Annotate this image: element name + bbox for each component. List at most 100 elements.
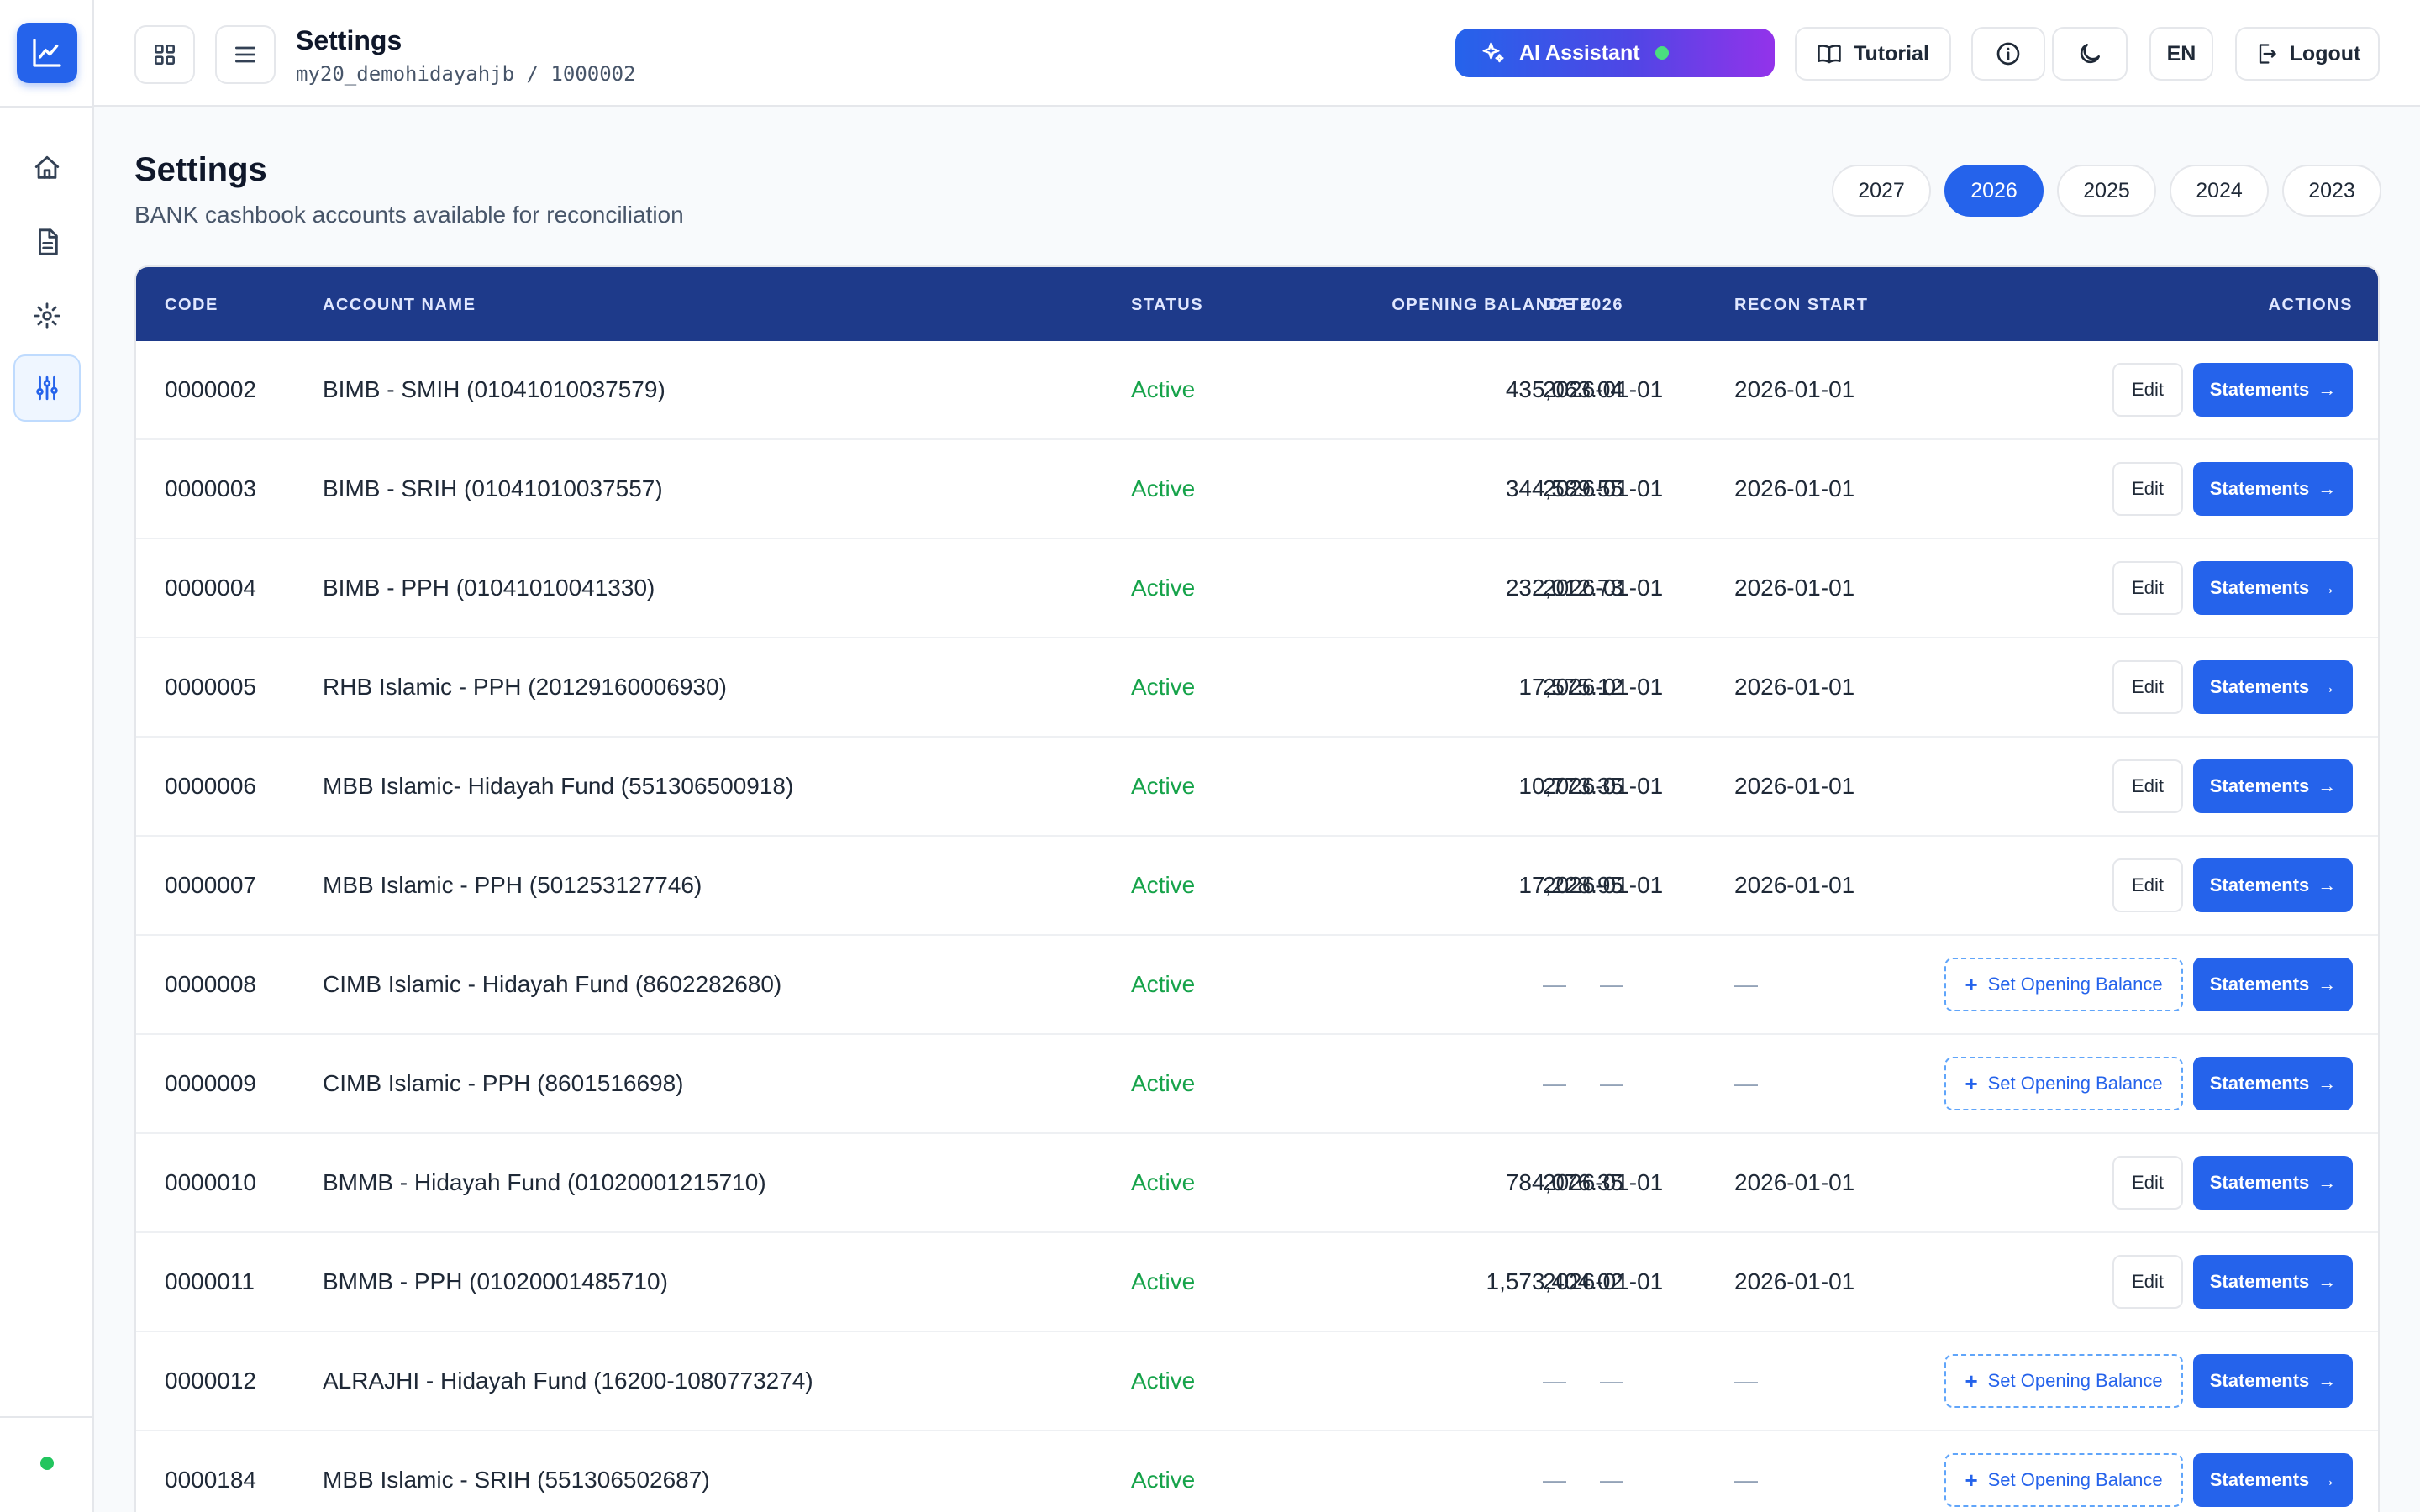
- statements-button[interactable]: Statements →: [2193, 1354, 2353, 1408]
- statements-button[interactable]: Statements →: [2193, 660, 2353, 714]
- top-header: Settings my20_demohidayahjb / 1000002 AI…: [94, 0, 2420, 107]
- tutorial-label: Tutorial: [1854, 41, 1929, 66]
- status-badge: Active: [1131, 1169, 1196, 1195]
- arrow-right-icon: →: [2317, 775, 2337, 796]
- edit-button[interactable]: Edit: [2112, 759, 2183, 813]
- opening-balance: 784,076.35: [1505, 1169, 1623, 1195]
- balance-date: 2026-01-01: [1543, 773, 1664, 799]
- ai-assistant-button[interactable]: AI Assistant: [1455, 29, 1775, 77]
- statements-label: Statements: [2209, 577, 2310, 598]
- account-code: 0000006: [165, 773, 257, 799]
- grid-icon: [155, 44, 175, 65]
- table-header: CODE ACCOUNT NAME STATUS OPENING BALANCE…: [136, 267, 2378, 341]
- balance-date: —: [1543, 1070, 1566, 1096]
- edit-button[interactable]: Edit: [2112, 561, 2183, 615]
- app-logo[interactable]: [17, 23, 77, 83]
- status-badge: Active: [1131, 872, 1196, 898]
- accounts-table: CODE ACCOUNT NAME STATUS OPENING BALANCE…: [134, 265, 2380, 1512]
- edit-button[interactable]: Edit: [2112, 462, 2183, 516]
- apps-grid-button[interactable]: [134, 25, 195, 84]
- arrow-right-icon: →: [2317, 1271, 2337, 1292]
- status-badge: Active: [1131, 1070, 1196, 1096]
- account-name: BMMB - Hidayah Fund (01020001215710): [323, 1169, 766, 1195]
- set-opening-balance-button[interactable]: + Set Opening Balance: [1944, 1453, 2183, 1507]
- language-switch[interactable]: EN: [2149, 27, 2213, 81]
- recon-start-date: 2026-01-01: [1734, 475, 1855, 501]
- tutorial-button[interactable]: Tutorial: [1795, 27, 1951, 81]
- edit-button[interactable]: Edit: [2112, 858, 2183, 912]
- home-icon: [34, 155, 60, 179]
- statements-button[interactable]: Statements →: [2193, 561, 2353, 615]
- account-name: MBB Islamic - PPH (501253127746): [323, 872, 702, 898]
- statements-button[interactable]: Statements →: [2193, 462, 2353, 516]
- status-badge: Active: [1131, 475, 1196, 501]
- opening-balance: —: [1600, 1070, 1623, 1096]
- status-badge: Active: [1131, 1467, 1196, 1493]
- year-option-2027[interactable]: 2027: [1832, 165, 1931, 217]
- sidebar-item-settings[interactable]: [13, 282, 81, 349]
- menu-toggle-button[interactable]: [215, 25, 276, 84]
- account-code: 0000007: [165, 872, 257, 898]
- book-icon: [1818, 45, 1841, 64]
- arrow-right-icon: →: [2317, 478, 2337, 499]
- set-opening-balance-label: Set Opening Balance: [1987, 1073, 2163, 1094]
- status-badge: Active: [1131, 773, 1196, 799]
- statements-button[interactable]: Statements →: [2193, 1255, 2353, 1309]
- arrow-right-icon: →: [2317, 676, 2337, 697]
- year-option-2026[interactable]: 2026: [1944, 165, 2044, 217]
- table-row: 0000008 CIMB Islamic - Hidayah Fund (8602…: [136, 936, 2378, 1035]
- statements-button[interactable]: Statements →: [2193, 958, 2353, 1011]
- statements-label: Statements: [2209, 974, 2310, 995]
- statements-button[interactable]: Statements →: [2193, 858, 2353, 912]
- recon-start-date: —: [1734, 971, 1758, 997]
- opening-balance: 17,228.95: [1518, 872, 1623, 898]
- opening-balance: 10,773.35: [1518, 773, 1623, 799]
- table-row: 0000184 MBB Islamic - SRIH (551306502687)…: [136, 1431, 2378, 1512]
- ai-assistant-label: AI Assistant: [1519, 40, 1640, 65]
- recon-start-date: 2026-01-01: [1734, 575, 1855, 601]
- balance-date: —: [1543, 971, 1566, 997]
- status-badge: Active: [1131, 674, 1196, 700]
- year-option-2025[interactable]: 2025: [2057, 165, 2156, 217]
- account-name: CIMB Islamic - Hidayah Fund (8602282680): [323, 971, 782, 997]
- column-header-opening-balance: OPENING BALANCE 2026: [1392, 296, 1623, 314]
- edit-button[interactable]: Edit: [2112, 363, 2183, 417]
- sidebar-item-reconciliation[interactable]: [13, 354, 81, 422]
- table-row: 0000007 MBB Islamic - PPH (501253127746) A…: [136, 837, 2378, 936]
- status-badge: Active: [1131, 1368, 1196, 1394]
- dark-mode-toggle[interactable]: [2052, 27, 2128, 81]
- statements-label: Statements: [2209, 676, 2310, 697]
- arrow-right-icon: →: [2317, 379, 2337, 400]
- year-option-2024[interactable]: 2024: [2170, 165, 2269, 217]
- recon-start-date: 2026-01-01: [1734, 1169, 1855, 1195]
- account-code: 0000012: [165, 1368, 257, 1394]
- sidebar-item-documents[interactable]: [13, 208, 81, 276]
- statements-button[interactable]: Statements →: [2193, 759, 2353, 813]
- arrow-right-icon: →: [2317, 1172, 2337, 1193]
- logout-label: Logout: [2289, 41, 2361, 66]
- account-name: ALRAJHI - Hidayah Fund (16200-1080773274…: [323, 1368, 813, 1394]
- edit-button[interactable]: Edit: [2112, 660, 2183, 714]
- statements-label: Statements: [2209, 874, 2310, 895]
- info-button[interactable]: [1971, 27, 2045, 81]
- edit-button[interactable]: Edit: [2112, 1156, 2183, 1210]
- set-opening-balance-button[interactable]: + Set Opening Balance: [1944, 1057, 2183, 1110]
- logout-button[interactable]: Logout: [2235, 27, 2380, 81]
- statements-button[interactable]: Statements →: [2193, 1156, 2353, 1210]
- column-header-recon-start: RECON START: [1734, 296, 1869, 314]
- arrow-right-icon: →: [2317, 1073, 2337, 1094]
- statements-button[interactable]: Statements →: [2193, 363, 2353, 417]
- statements-label: Statements: [2209, 1271, 2310, 1292]
- account-code: 0000009: [165, 1070, 257, 1096]
- statements-button[interactable]: Statements →: [2193, 1057, 2353, 1110]
- year-option-2023[interactable]: 2023: [2282, 165, 2381, 217]
- moon-icon: [2080, 44, 2100, 64]
- statements-button[interactable]: Statements →: [2193, 1453, 2353, 1507]
- set-opening-balance-button[interactable]: + Set Opening Balance: [1944, 958, 2183, 1011]
- set-opening-balance-button[interactable]: + Set Opening Balance: [1944, 1354, 2183, 1408]
- edit-button[interactable]: Edit: [2112, 1255, 2183, 1309]
- sidebar-item-home[interactable]: [13, 134, 81, 202]
- balance-date: 2026-01-01: [1543, 1268, 1664, 1294]
- statements-label: Statements: [2209, 478, 2310, 499]
- page-subtitle: BANK cashbook accounts available for rec…: [134, 202, 684, 228]
